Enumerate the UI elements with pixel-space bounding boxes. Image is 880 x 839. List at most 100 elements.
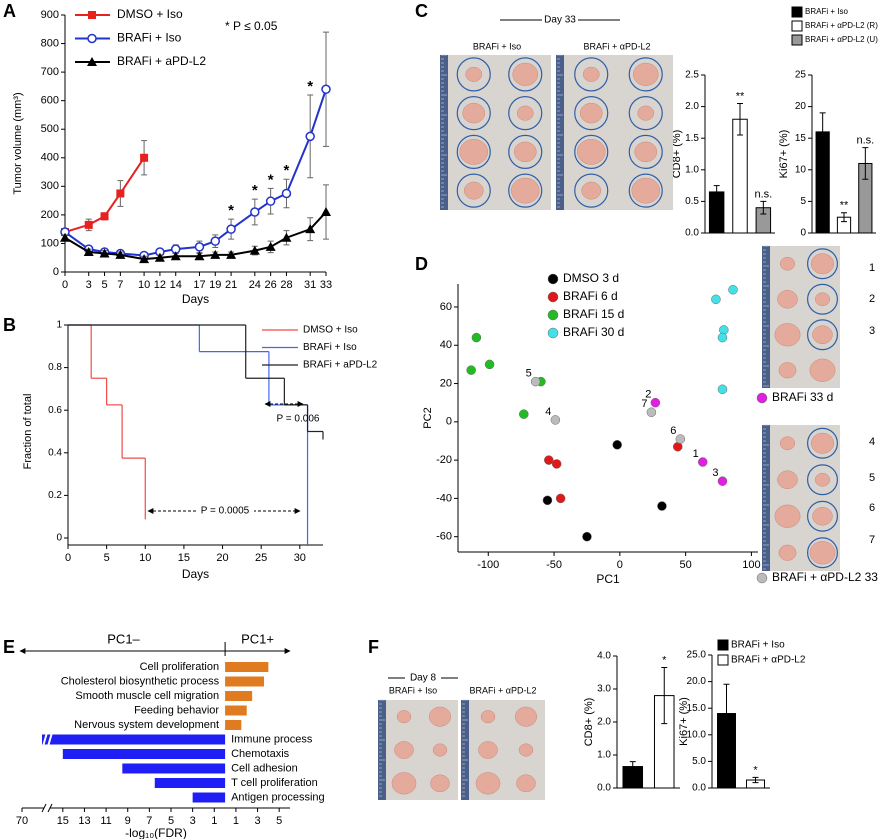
tumor	[774, 504, 801, 528]
data-point	[542, 495, 553, 506]
significance-label: **	[736, 90, 745, 102]
data-point	[99, 248, 110, 258]
x-tick-label: 15	[57, 815, 69, 827]
photo	[378, 699, 458, 800]
bar	[225, 676, 265, 687]
y-tick-label: 40	[440, 339, 452, 351]
panel-letter: D	[415, 254, 428, 274]
tumor-outline	[456, 134, 491, 169]
tumor	[779, 436, 796, 451]
bar-break	[42, 732, 53, 747]
tumor	[465, 66, 483, 82]
significance-star: *	[252, 182, 258, 199]
photo-label: BRAFi + αPD-L2	[470, 685, 537, 695]
point-label: 1	[693, 448, 699, 460]
tumor	[778, 362, 797, 379]
photo-label: 6	[869, 502, 875, 514]
photo	[556, 54, 673, 210]
tumor	[579, 102, 603, 124]
x-tick-label: 5	[104, 552, 110, 564]
error-bar	[752, 776, 759, 784]
tumor-outline	[628, 57, 663, 92]
error-bar	[723, 683, 730, 744]
point-label: 3	[712, 467, 718, 479]
tumor	[463, 181, 484, 200]
y-tick-label: 1.0	[685, 164, 699, 175]
category-label: Antigen processing	[231, 791, 325, 803]
y-tick-label: 400	[41, 152, 59, 164]
data-point	[194, 242, 205, 252]
data-point	[697, 457, 708, 467]
y-tick-label: 20	[795, 101, 807, 112]
y-tick-label: 0	[800, 228, 806, 239]
legend-label: BRAFi 15 d	[563, 307, 624, 321]
photo-title: Day 33	[544, 15, 576, 26]
y-tick-label: 3.0	[597, 684, 611, 695]
x-tick-label: 10	[138, 279, 150, 291]
data-point	[717, 332, 728, 343]
legend-label: BRAFi + Iso	[117, 31, 182, 45]
tumor	[631, 177, 660, 204]
legend-marker	[547, 327, 559, 339]
y-axis-label: PC2	[422, 407, 434, 428]
data-point	[321, 84, 331, 94]
bar	[62, 749, 226, 759]
data-point	[170, 251, 181, 261]
data-point	[711, 294, 721, 305]
y-tick-label: 500	[41, 123, 59, 135]
tumor	[777, 470, 798, 489]
data-point	[550, 415, 561, 425]
bar	[225, 691, 253, 701]
data-point	[249, 245, 260, 255]
y-tick-label: 2.5	[685, 70, 699, 81]
x-tick-label: 31	[304, 279, 316, 291]
tumor	[637, 105, 655, 121]
data-point	[226, 224, 236, 234]
tumor	[812, 325, 833, 344]
panel-letter: C	[415, 1, 428, 21]
x-tick-label: 0	[62, 279, 68, 291]
y-tick-label: 200	[41, 209, 59, 221]
legend-swatch	[791, 20, 803, 32]
y-tick-label: -40	[436, 492, 452, 504]
photo	[440, 54, 551, 210]
y-axis-label: CD8+ (%)	[671, 130, 683, 179]
data-point	[60, 232, 70, 242]
y-tick-label: 300	[41, 180, 59, 192]
legend-label: BRAFi + αPD-L2 (U)	[805, 35, 878, 44]
photo-label: 1	[869, 262, 875, 274]
legend-label: BRAFi + aPD-L2	[117, 54, 206, 68]
bar	[122, 763, 226, 774]
point-label: 7	[641, 398, 647, 410]
y-tick-label: 25.0	[687, 650, 707, 661]
data-point	[281, 188, 292, 199]
x-tick-label: 50	[680, 559, 692, 571]
tumor	[518, 743, 534, 757]
axis-break	[41, 803, 47, 813]
x-tick-label: 25	[255, 552, 267, 564]
y-tick-label: 800	[41, 37, 59, 49]
tumor	[480, 710, 496, 724]
point-label: 5	[526, 368, 532, 380]
tumor	[809, 358, 836, 382]
y-tick-label: 25	[795, 70, 807, 81]
legend-marker	[756, 572, 768, 584]
error-bar	[629, 761, 636, 772]
axis-break	[47, 803, 53, 813]
y-tick-label: 20	[440, 377, 452, 389]
tumor-outline	[508, 134, 543, 169]
x-tick-label: 7	[117, 279, 123, 291]
legend-label: DMSO + Iso	[303, 325, 358, 336]
photo-title: Day 8	[410, 673, 437, 684]
legend-marker	[756, 392, 768, 404]
legend-swatch	[717, 639, 729, 651]
bar	[225, 720, 242, 730]
y-tick-label: 0.5	[685, 196, 699, 207]
category-label: Feeding behavior	[134, 704, 219, 716]
y-tick-label: 5	[800, 196, 806, 207]
data-point	[650, 397, 661, 408]
category-label: Immune process	[231, 733, 313, 745]
tumor-outline	[456, 96, 491, 131]
data-point	[139, 254, 150, 264]
